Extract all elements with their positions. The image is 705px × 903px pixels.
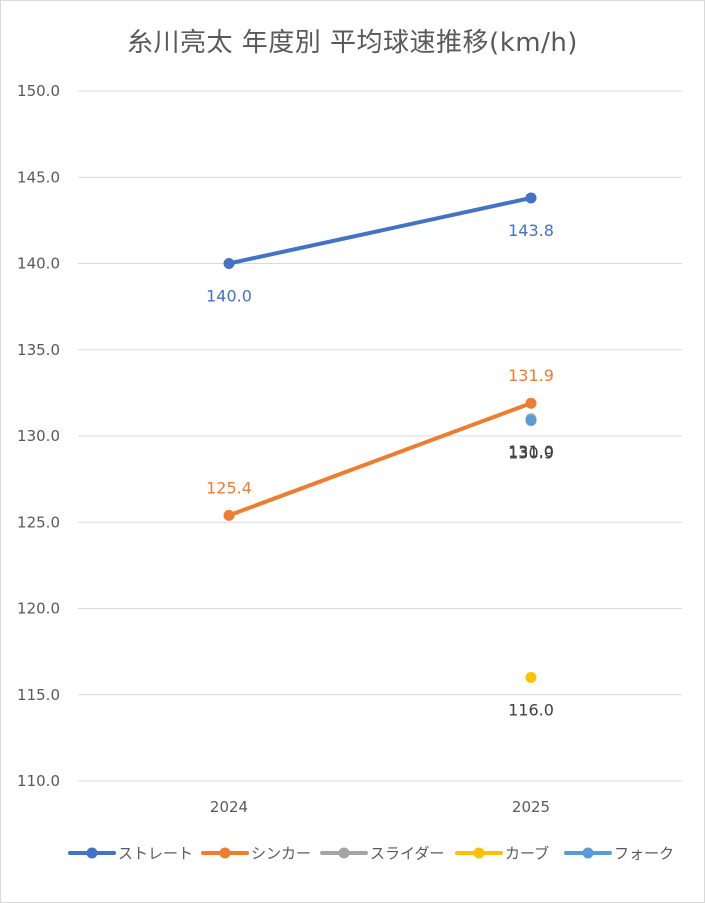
- y-axis-ticks: 110.0 115.0 120.0 125.0 130.0 135.0 140.0 145.0…: [17, 82, 60, 790]
- y-tick-label: 130.0: [17, 427, 60, 445]
- y-tick-label: 115.0: [17, 686, 60, 704]
- y-tick-label: 145.0: [17, 168, 60, 186]
- legend-swatch-marker: [338, 847, 350, 859]
- x-axis-ticks: 2024 2025: [210, 798, 550, 816]
- data-point: [525, 414, 537, 426]
- gridlines: [78, 90, 682, 782]
- y-tick-label: 135.0: [17, 341, 60, 359]
- data-point: [525, 192, 537, 204]
- data-point: [223, 509, 235, 521]
- series-0: [223, 192, 537, 269]
- data-label: 131.9: [508, 366, 554, 385]
- legend-item: スライダー: [320, 845, 444, 863]
- legend-swatch-marker: [86, 847, 98, 859]
- series-1: [223, 397, 537, 521]
- y-tick-label: 150.0: [17, 82, 60, 100]
- x-tick-label: 2025: [512, 798, 550, 816]
- data-label: 131.0: [508, 442, 554, 461]
- legend-label: ストレート: [118, 845, 193, 863]
- y-tick-label: 140.0: [17, 255, 60, 273]
- data-label: 140.0: [206, 287, 252, 306]
- legend-label: スライダー: [370, 845, 444, 863]
- x-tick-label: 2024: [210, 798, 248, 816]
- legend-swatch-marker: [473, 847, 485, 859]
- legend-label: フォーク: [614, 845, 674, 863]
- data-point: [223, 258, 235, 269]
- series-3: [525, 672, 537, 683]
- legend-item: ストレート: [68, 845, 193, 863]
- series-line: [227, 195, 533, 266]
- data-label: 143.8: [508, 221, 554, 240]
- y-tick-label: 110.0: [17, 772, 60, 790]
- data-point: [525, 672, 537, 683]
- chart-title: 糸川亮太 年度別 平均球速推移(km/h): [127, 28, 578, 58]
- legend-label: カーブ: [505, 845, 549, 863]
- legend-item: カーブ: [455, 845, 549, 863]
- data-labels: 140.0 143.8 125.4 131.9 131.0 116.0 130.9: [206, 221, 554, 720]
- y-tick-label: 120.0: [17, 600, 60, 618]
- data-label: 130.9: [508, 443, 554, 462]
- data-label: 125.4: [206, 478, 252, 497]
- legend-item: シンカー: [201, 845, 311, 863]
- y-tick-label: 125.0: [17, 513, 60, 531]
- series-4: [525, 414, 537, 426]
- data-label: 116.0: [508, 701, 554, 720]
- legend-item: フォーク: [564, 845, 674, 863]
- series: [223, 192, 537, 683]
- legend-label: シンカー: [251, 845, 311, 863]
- legend-swatch-marker: [219, 847, 231, 859]
- legend: ストレート シンカー スライダー カーブ フォーク: [68, 845, 674, 863]
- data-point: [525, 397, 537, 409]
- legend-swatch-marker: [582, 847, 594, 859]
- series-line: [227, 401, 533, 518]
